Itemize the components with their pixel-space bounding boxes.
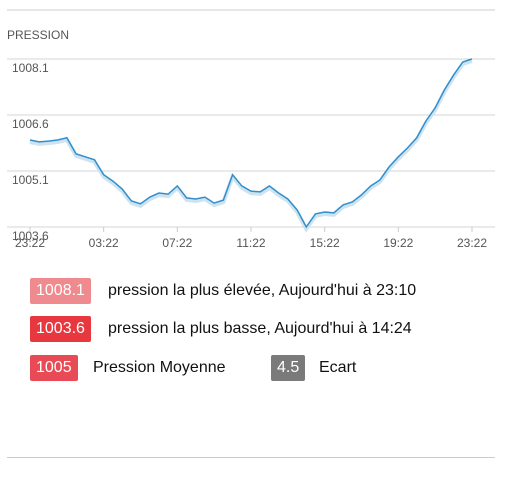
line (29, 58, 473, 229)
x-tick-label: 23:22 (15, 236, 45, 250)
stat-label: Ecart (319, 359, 357, 376)
y-tick-label: 1005.1 (12, 173, 49, 187)
chart-title: PRESSION (7, 28, 69, 42)
stat-badge: 1003.6 (30, 316, 91, 342)
x-tick-label: 03:22 (89, 236, 119, 250)
y-tick-label: 1003.6 (12, 229, 49, 243)
stat-badge: 4.5 (271, 355, 306, 381)
x-tick-label: 11:22 (236, 236, 265, 250)
x-tick-label: 07:22 (162, 236, 192, 250)
bottom-rule (7, 457, 495, 458)
chart: PRESSION 1003.6 1005.1 1006.6 1008.1 23:22 03… (7, 9, 495, 250)
stat-label: pression la plus élevée, Aujourd'hui à 2… (108, 282, 417, 299)
x-tick-label: 23:22 (457, 236, 487, 250)
stat-badge: 1005 (30, 355, 78, 381)
line-shadow (29, 59, 473, 233)
x-tick-label: 19:22 (383, 236, 413, 250)
stat-label: Pression Moyenne (93, 359, 226, 376)
y-tick-label: 1008.1 (12, 61, 49, 75)
y-tick-label: 1006.6 (12, 117, 49, 131)
stat-badge: 1008.1 (30, 278, 91, 304)
x-tick-label: 15:22 (310, 236, 340, 250)
stat-label: pression la plus basse, Aujourd'hui à 14… (108, 320, 412, 337)
